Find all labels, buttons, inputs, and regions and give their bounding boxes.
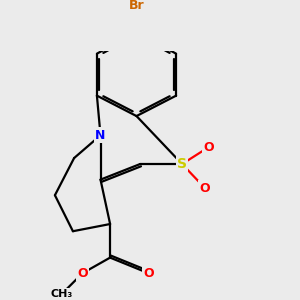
Text: N: N bbox=[95, 129, 106, 142]
Text: O: O bbox=[77, 267, 88, 280]
Text: CH₃: CH₃ bbox=[51, 289, 73, 298]
Text: Br: Br bbox=[129, 0, 144, 12]
Text: O: O bbox=[143, 267, 154, 280]
Text: O: O bbox=[200, 182, 210, 194]
Text: O: O bbox=[203, 141, 214, 154]
Text: S: S bbox=[177, 157, 187, 171]
